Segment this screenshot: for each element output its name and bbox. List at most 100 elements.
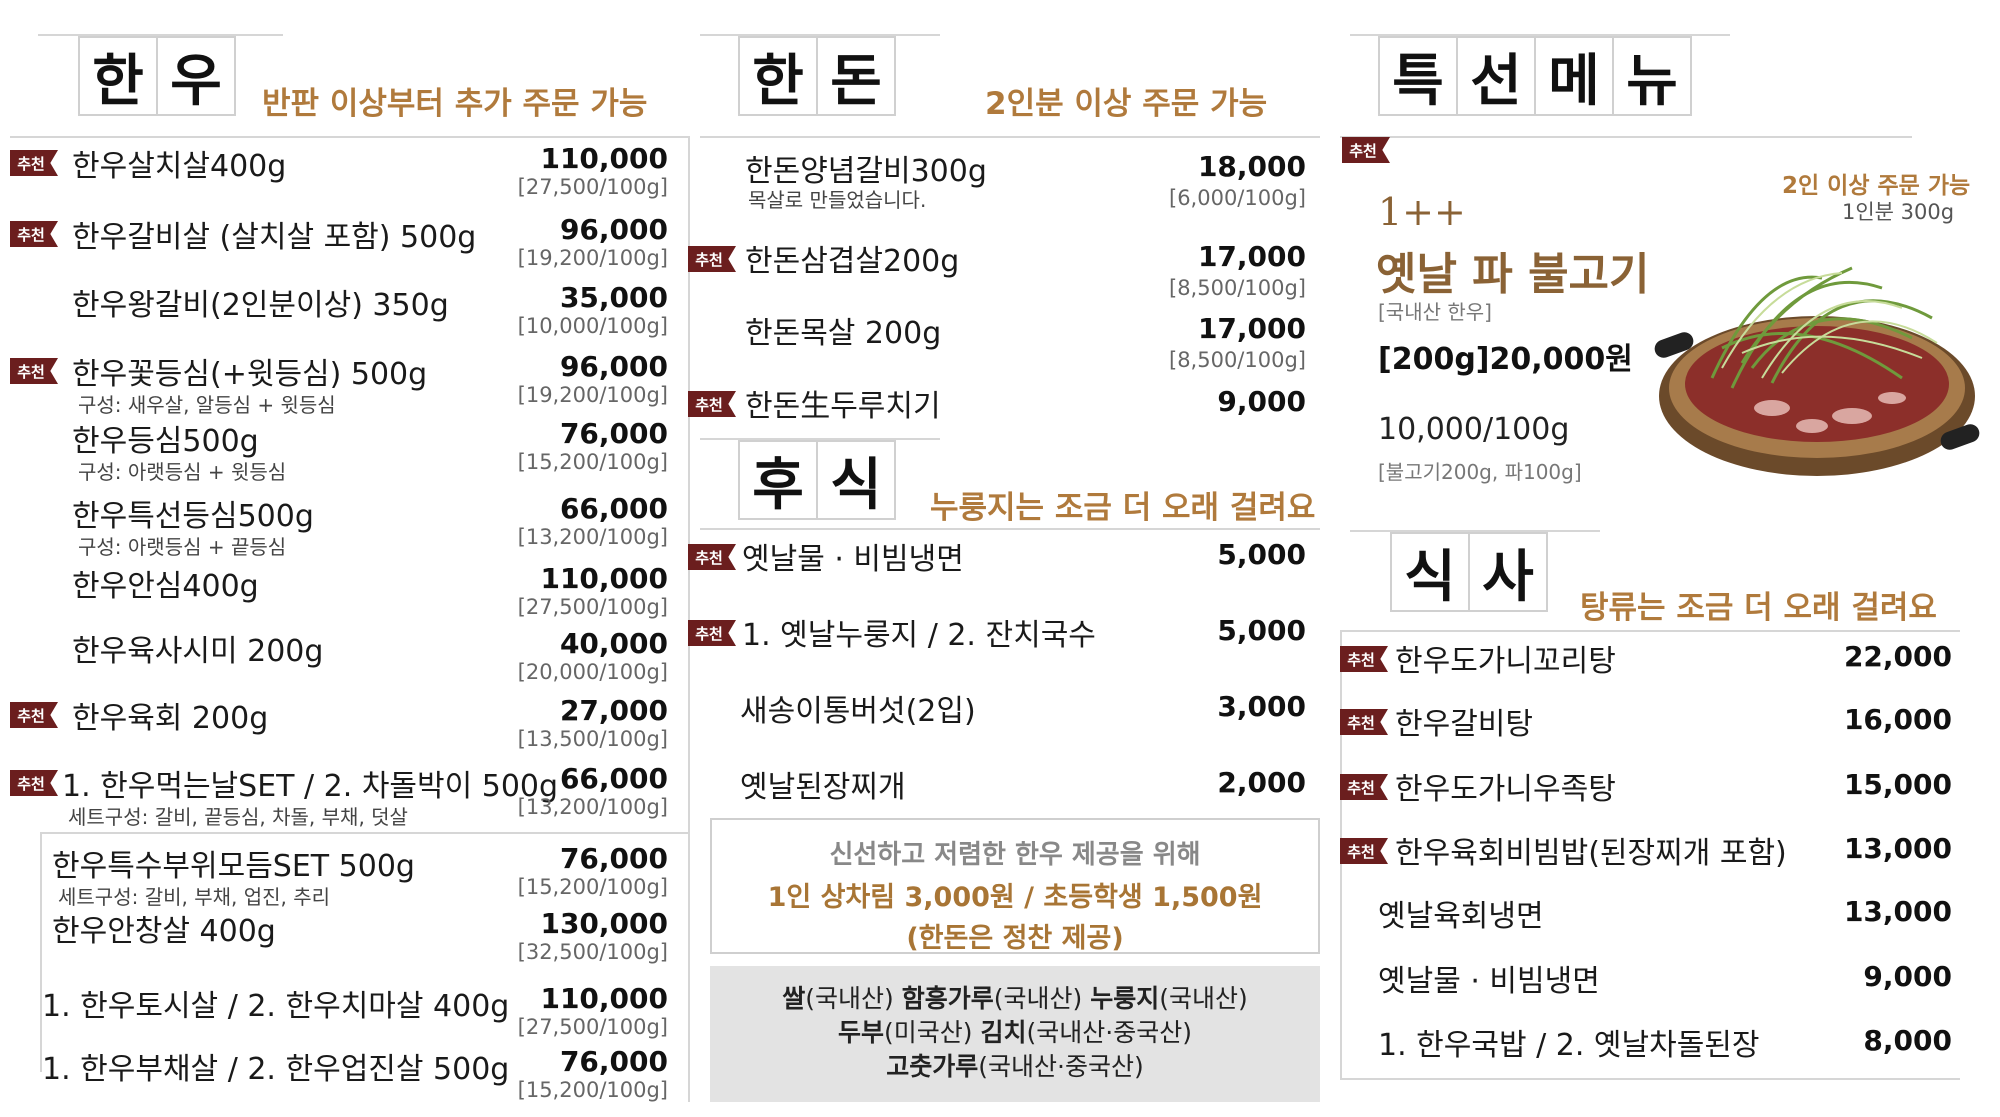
menu-item-name: 한우육회비빔밥(된장찌개 포함) <box>1395 836 1787 871</box>
divider <box>700 438 940 440</box>
origin-country: (국내산) <box>1159 984 1248 1013</box>
menu-item-unit-price: [10,000/100g] <box>517 314 668 338</box>
origin-ingredient: 고춧가루 <box>886 1052 979 1081</box>
menu-item-name: 1. 옛날누룽지 / 2. 잔치국수 <box>742 618 1096 653</box>
menu-item-desc: 구성: 새우살, 알등심 + 윗등심 <box>78 393 336 417</box>
menu-item-name: 한우도가니우족탕 <box>1395 772 1616 807</box>
recommend-badge: 추천 <box>1340 709 1388 735</box>
recommend-badge: 추천 <box>1340 774 1388 800</box>
menu-item-name: 한우안심400g <box>72 569 259 604</box>
origin-country: (국내산) <box>805 984 902 1013</box>
title-char: 뉴 <box>1612 36 1692 116</box>
menu-item-name: 1. 한우국밥 / 2. 옛날차돌된장 <box>1378 1028 1760 1063</box>
menu-item-price: 3,000 <box>1217 690 1306 723</box>
menu-item-name: 한우육사시미 200g <box>72 634 324 669</box>
menu-item-name: 한우갈비탕 <box>1395 707 1533 742</box>
menu-item-price: 110,000 <box>540 562 668 595</box>
menu-item-price: 9,000 <box>1863 960 1952 993</box>
menu-item-desc: 구성: 아랫등심 + 윗등심 <box>78 460 287 484</box>
menu-item-unit-price: [19,200/100g] <box>517 383 668 407</box>
title-char: 돈 <box>816 36 896 116</box>
origin-box: 쌀(국내산) 함흥가루(국내산) 누룽지(국내산) 두부(미국산) 김치(국내산… <box>710 966 1320 1102</box>
origin-country: (국내산) <box>993 984 1091 1013</box>
divider <box>700 34 940 36</box>
menu-item-unit-price: [8,500/100g] <box>1169 276 1306 300</box>
menu-item-name: 한우특수부위모듬SET 500g <box>52 849 415 884</box>
menu-item-price: 96,000 <box>559 350 668 383</box>
origin-country: (국내산·중국산) <box>978 1052 1144 1081</box>
special-per-person: 1인분 300g <box>1842 200 1955 224</box>
menu-item-name: 한우왕갈비(2인분이상) 350g <box>72 288 449 323</box>
menu-item-name: 1. 한우먹는날SET / 2. 차돌박이 500g <box>62 769 559 804</box>
divider <box>1340 630 1960 632</box>
menu-item-price: 40,000 <box>559 627 668 660</box>
handon-note: 2인분 이상 주문 가능 <box>985 86 1268 122</box>
menu-item-price: 22,000 <box>1843 640 1952 673</box>
divider <box>40 832 42 1072</box>
divider <box>10 136 690 138</box>
recommend-badge: 추천 <box>688 620 736 646</box>
notice-line: 1인 상차림 3,000원 / 초등학생 1,500원 <box>767 882 1263 913</box>
hanwoo-title: 한 우 <box>78 36 236 116</box>
menu-item-price: 110,000 <box>540 142 668 175</box>
special-min-order: 2인 이상 주문 가능 <box>1782 173 1971 199</box>
recommend-badge: 추천 <box>10 358 58 384</box>
special-price: [200g]20,000원 <box>1378 342 1633 377</box>
origin-ingredient: 함흥가루 <box>901 984 994 1013</box>
menu-item-price: 18,000 <box>1197 150 1306 183</box>
recommend-badge: 추천 <box>10 150 58 176</box>
husik-note: 누룽지는 조금 더 오래 걸려요 <box>930 490 1316 526</box>
divider <box>1340 136 1912 138</box>
origin-ingredient: 쌀 <box>782 984 806 1013</box>
special-grade: 1++ <box>1378 190 1466 234</box>
origin-row: 고춧가루(국내산·중국산) <box>710 1050 1320 1084</box>
recommend-badge: 추천 <box>10 702 58 728</box>
recommend-badge: 추천 <box>688 391 736 417</box>
menu-item-name: 한돈生두루치기 <box>745 389 941 424</box>
divider <box>1350 34 1730 36</box>
menu-item-price: 13,000 <box>1843 895 1952 928</box>
origin-ingredient: 김치 <box>980 1018 1027 1047</box>
menu-item-price: 15,000 <box>1843 768 1952 801</box>
menu-item-unit-price: [27,500/100g] <box>517 595 668 619</box>
recommend-badge: 추천 <box>1340 838 1388 864</box>
menu-item-name: 한우도가니꼬리탕 <box>1395 644 1616 679</box>
menu-item-price: 76,000 <box>559 1045 668 1078</box>
origin-ingredient: 누룽지 <box>1090 984 1160 1013</box>
title-char: 한 <box>78 36 158 116</box>
recommend-badge: 추천 <box>1342 137 1390 163</box>
origin-row: 쌀(국내산) 함흥가루(국내산) 누룽지(국내산) <box>710 982 1320 1016</box>
menu-item-price: 5,000 <box>1217 538 1306 571</box>
menu-item-price: 66,000 <box>559 492 668 525</box>
origin-row: 두부(미국산) 김치(국내산·중국산) <box>710 1016 1320 1050</box>
recommend-badge: 추천 <box>688 246 736 272</box>
origin-ingredient: 두부 <box>838 1018 885 1047</box>
menu-item-price: 110,000 <box>540 982 668 1015</box>
special-unit-price: 10,000/100g <box>1378 412 1570 447</box>
title-char: 우 <box>156 36 236 116</box>
menu-item-unit-price: [32,500/100g] <box>517 940 668 964</box>
husik-title: 후 식 <box>738 440 896 520</box>
menu-item-name: 한우육회 200g <box>72 701 269 736</box>
menu-item-unit-price: [15,200/100g] <box>517 1078 668 1102</box>
divider <box>1340 1078 1960 1080</box>
menu-item-name: 한우살치살400g <box>72 149 287 184</box>
menu-item-unit-price: [15,200/100g] <box>517 450 668 474</box>
menu-item-desc: 구성: 아랫등심 + 끝등심 <box>78 535 287 559</box>
special-title: 특 선 메 뉴 <box>1378 36 1692 116</box>
menu-item-price: 5,000 <box>1217 614 1306 647</box>
menu-item-price: 76,000 <box>559 842 668 875</box>
hanwoo-note: 반판 이상부터 추가 주문 가능 <box>262 86 648 122</box>
menu-item-desc: 목살로 만들었습니다. <box>748 188 927 212</box>
menu-item-unit-price: [6,000/100g] <box>1169 186 1306 210</box>
menu-item-name: 옛날물 · 비빔냉면 <box>742 542 964 577</box>
siksa-title: 식 사 <box>1390 532 1548 612</box>
menu-item-price: 17,000 <box>1197 240 1306 273</box>
menu-item-unit-price: [8,500/100g] <box>1169 348 1306 372</box>
title-char: 식 <box>816 440 896 520</box>
menu-item-unit-price: [27,500/100g] <box>517 1015 668 1039</box>
siksa-note: 탕류는 조금 더 오래 걸려요 <box>1580 590 1937 626</box>
menu-item-desc: 세트구성: 갈비, 부채, 업진, 추리 <box>58 885 331 909</box>
menu-item-price: 66,000 <box>559 762 668 795</box>
menu-item-name: 한우등심500g <box>72 424 259 459</box>
